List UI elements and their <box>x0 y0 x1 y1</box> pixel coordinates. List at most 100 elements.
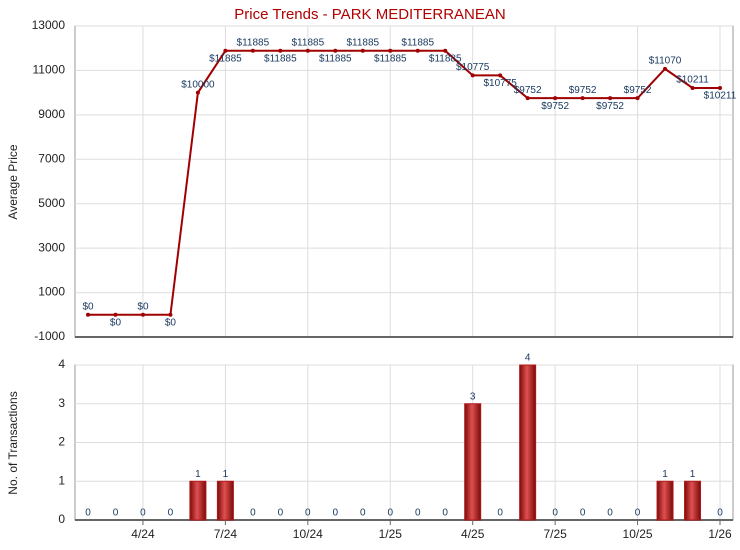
value-label: 1 <box>223 469 229 480</box>
point <box>113 312 118 317</box>
value-label: 0 <box>333 508 339 519</box>
point <box>333 48 338 53</box>
x-tick-label: 7/24 <box>214 527 238 541</box>
value-label: $11885 <box>209 53 242 64</box>
point <box>86 312 90 317</box>
point <box>443 48 448 53</box>
value-label: $11885 <box>319 53 352 64</box>
y-axis-title: Average Price <box>6 144 20 219</box>
value-label: 0 <box>415 508 421 519</box>
y-tick-label: 1000 <box>38 285 65 299</box>
value-label: 0 <box>387 508 393 519</box>
y-axis-title: No. of Transactions <box>6 391 20 494</box>
value-label: $9752 <box>569 85 597 96</box>
value-label: 3 <box>470 391 476 402</box>
value-label: 0 <box>552 508 558 519</box>
value-label: $11885 <box>292 37 325 48</box>
value-label: $9752 <box>624 85 652 96</box>
bar <box>684 480 702 521</box>
value-label: $9752 <box>514 85 542 96</box>
plot-area <box>74 25 734 338</box>
value-label: 0 <box>442 508 448 519</box>
y-tick-label: 4 <box>58 357 65 371</box>
point <box>388 48 393 53</box>
value-label: 0 <box>717 508 723 519</box>
y-tick-label: 5000 <box>38 196 65 210</box>
y-tick-label: 3 <box>58 396 65 410</box>
value-label: $10211 <box>704 91 737 102</box>
bar <box>519 364 537 521</box>
chart-title: Price Trends - PARK MEDITERRANEAN <box>234 6 505 23</box>
value-label: $0 <box>82 301 94 312</box>
y-tick-label: 3000 <box>38 240 65 254</box>
value-label: 0 <box>580 508 586 519</box>
value-label: $11885 <box>429 53 462 64</box>
point <box>140 312 145 317</box>
value-label: 0 <box>168 508 174 519</box>
y-tick-label: 0 <box>58 512 65 526</box>
y-tick-label: 9000 <box>38 107 65 121</box>
x-tick-label: 1/25 <box>379 527 403 541</box>
point <box>470 73 475 78</box>
value-label: $10211 <box>676 75 709 86</box>
x-tick-label: 4/24 <box>131 527 155 541</box>
y-tick-label: 13000 <box>32 18 66 32</box>
point <box>168 312 173 317</box>
value-label: 0 <box>85 508 91 519</box>
value-label: 0 <box>305 508 311 519</box>
value-label: $11885 <box>374 53 407 64</box>
value-label: 0 <box>607 508 613 519</box>
value-label: $10000 <box>181 79 215 90</box>
value-label: $10775 <box>456 62 490 73</box>
bar <box>464 403 482 521</box>
value-label: 1 <box>690 469 696 480</box>
x-tick-label: 7/25 <box>543 527 567 541</box>
bar <box>216 480 234 521</box>
value-label: $0 <box>165 317 177 328</box>
value-label: 0 <box>113 508 119 519</box>
point <box>415 48 420 53</box>
value-label: $0 <box>110 317 122 328</box>
point <box>250 48 255 53</box>
x-tick-label: 1/26 <box>708 527 732 541</box>
point <box>305 48 310 53</box>
price-line <box>88 49 720 316</box>
value-label: $11885 <box>237 37 270 48</box>
point <box>580 96 585 101</box>
x-tick-label: 10/25 <box>623 527 653 541</box>
y-tick-label: 1 <box>58 473 65 487</box>
value-label: 1 <box>195 469 201 480</box>
x-tick-label: 4/25 <box>461 527 485 541</box>
point <box>690 85 695 90</box>
value-label: 0 <box>497 508 503 519</box>
value-label: $0 <box>137 301 149 312</box>
value-label: $10775 <box>483 78 517 89</box>
value-label: 4 <box>525 353 531 364</box>
value-label: 0 <box>360 508 366 519</box>
point <box>360 48 365 53</box>
point <box>278 48 283 53</box>
bar <box>189 480 207 521</box>
value-label: $11070 <box>649 56 682 67</box>
value-label: 1 <box>662 469 668 480</box>
point <box>663 66 668 71</box>
value-label: 0 <box>140 508 146 519</box>
point <box>223 48 228 53</box>
value-label: $9752 <box>596 101 624 112</box>
point <box>553 96 558 101</box>
value-label: 0 <box>278 508 284 519</box>
value-label: 0 <box>250 508 256 519</box>
point <box>635 96 640 101</box>
value-label: 0 <box>635 508 641 519</box>
point <box>525 96 530 101</box>
y-tick-label: 7000 <box>38 151 65 165</box>
value-label: $11885 <box>264 53 297 64</box>
y-tick-label: 2 <box>58 435 65 449</box>
bar <box>656 480 674 521</box>
value-label: $11885 <box>401 37 434 48</box>
y-tick-label: -1000 <box>34 329 65 343</box>
value-label: $11885 <box>346 37 379 48</box>
value-label: $9752 <box>541 101 569 112</box>
point <box>498 73 503 78</box>
